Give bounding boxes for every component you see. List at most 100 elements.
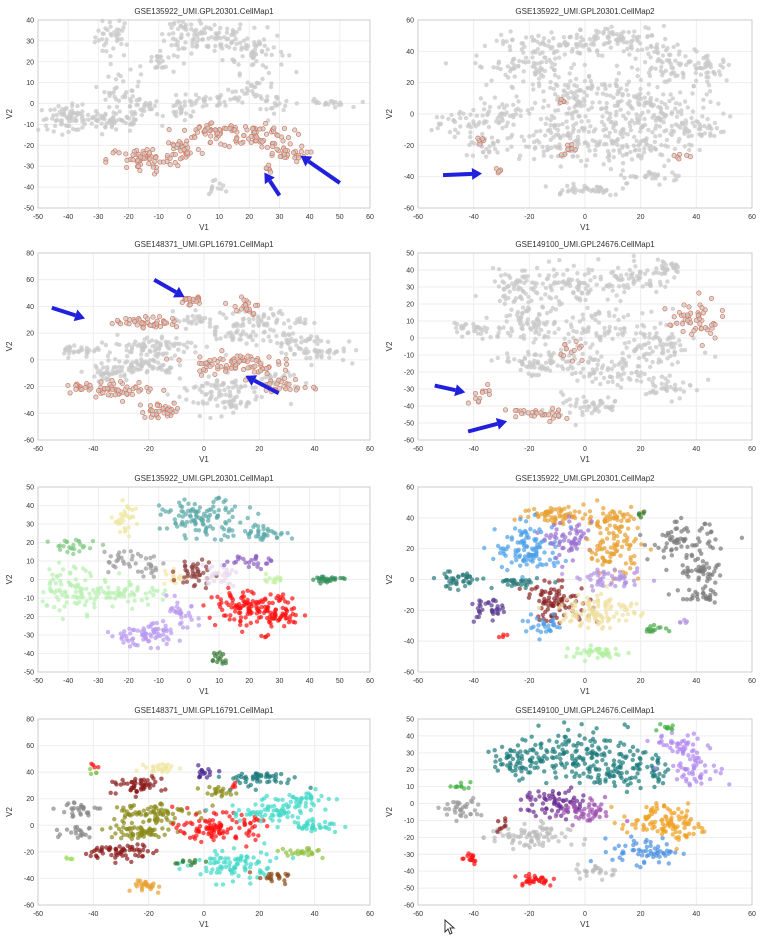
data-point: [645, 34, 650, 40]
data-point: [599, 119, 605, 125]
data-point: [266, 70, 272, 76]
data-point: [121, 79, 126, 84]
data-point: [312, 347, 318, 353]
data-point: [556, 542, 562, 548]
data-point: [254, 92, 260, 98]
data-point: [255, 319, 260, 325]
data-point: [184, 345, 190, 350]
data-point: [120, 498, 125, 503]
data-point: [557, 42, 562, 47]
data-point: [615, 265, 621, 270]
data-point: [185, 32, 191, 37]
data-point: [651, 271, 656, 276]
x-tick-label: -40: [63, 214, 73, 221]
data-point: [152, 629, 157, 635]
data-point: [606, 310, 612, 315]
data-point: [125, 354, 130, 359]
data-point: [261, 330, 267, 335]
data-point: [634, 138, 639, 144]
y-tick-label: 30: [26, 522, 34, 529]
x-tick-label: -60: [413, 678, 423, 685]
data-point: [126, 638, 131, 644]
data-point: [184, 579, 190, 584]
data-point: [713, 354, 718, 359]
data-point: [646, 26, 651, 31]
data-point: [618, 273, 624, 278]
data-point: [120, 28, 125, 33]
data-point: [183, 563, 188, 568]
data-point: [637, 147, 642, 153]
data-point: [662, 306, 668, 312]
arrow-shaft: [467, 421, 498, 434]
data-point: [554, 555, 559, 561]
data-point: [682, 129, 688, 134]
y-tick-label: -20: [404, 608, 414, 615]
data-point: [558, 152, 564, 158]
data-point: [281, 107, 286, 113]
data-point: [563, 558, 568, 564]
data-point: [259, 376, 265, 382]
x-tick-label: -30: [93, 678, 103, 685]
data-point: [172, 160, 178, 166]
data-point: [277, 617, 282, 622]
data-point: [706, 377, 711, 382]
data-point: [496, 120, 502, 126]
data-point: [186, 501, 191, 506]
data-point: [56, 103, 61, 109]
data-point: [254, 599, 259, 605]
data-point: [218, 25, 223, 31]
data-point: [611, 125, 616, 131]
data-point: [580, 126, 585, 131]
data-point: [261, 338, 266, 343]
data-point: [249, 357, 255, 363]
data-point: [100, 542, 106, 547]
data-point: [648, 55, 653, 60]
data-point: [234, 330, 239, 335]
data-point: [144, 596, 149, 601]
data-point: [588, 287, 593, 292]
data-point: [627, 120, 632, 126]
data-point: [171, 578, 177, 583]
data-point: [325, 339, 331, 344]
data-point: [492, 279, 498, 284]
data-point: [196, 37, 201, 43]
data-point: [273, 607, 278, 613]
data-point: [199, 389, 205, 395]
data-point: [274, 595, 279, 601]
data-point: [575, 529, 580, 534]
data-point: [222, 533, 227, 538]
data-point: [123, 151, 129, 157]
data-point: [120, 119, 126, 124]
data-point: [527, 307, 532, 312]
data-point: [249, 62, 255, 68]
data-point: [586, 325, 591, 330]
data-point: [546, 103, 551, 109]
plot-frame: [37, 19, 371, 209]
data-point: [245, 588, 250, 593]
data-point: [604, 105, 609, 110]
data-point: [589, 357, 595, 362]
data-point: [706, 63, 712, 68]
data-point: [180, 504, 185, 510]
data-point: [106, 90, 112, 96]
data-point: [601, 375, 607, 381]
data-point: [226, 87, 231, 93]
data-point: [574, 400, 579, 406]
data-point: [518, 294, 523, 299]
data-point: [526, 144, 532, 150]
data-point: [613, 549, 619, 554]
x-tick-label: -60: [33, 446, 43, 453]
data-point: [623, 561, 629, 566]
data-point: [582, 281, 588, 286]
data-point: [333, 349, 339, 354]
data-point: [183, 613, 188, 619]
data-point: [542, 537, 547, 542]
data-point: [544, 533, 549, 538]
data-point: [269, 81, 274, 86]
data-point: [492, 95, 498, 100]
x-tick-label: 0: [187, 678, 191, 685]
data-point: [576, 345, 583, 351]
data-point: [728, 114, 733, 119]
data-point: [204, 576, 209, 581]
data-point: [509, 535, 515, 540]
